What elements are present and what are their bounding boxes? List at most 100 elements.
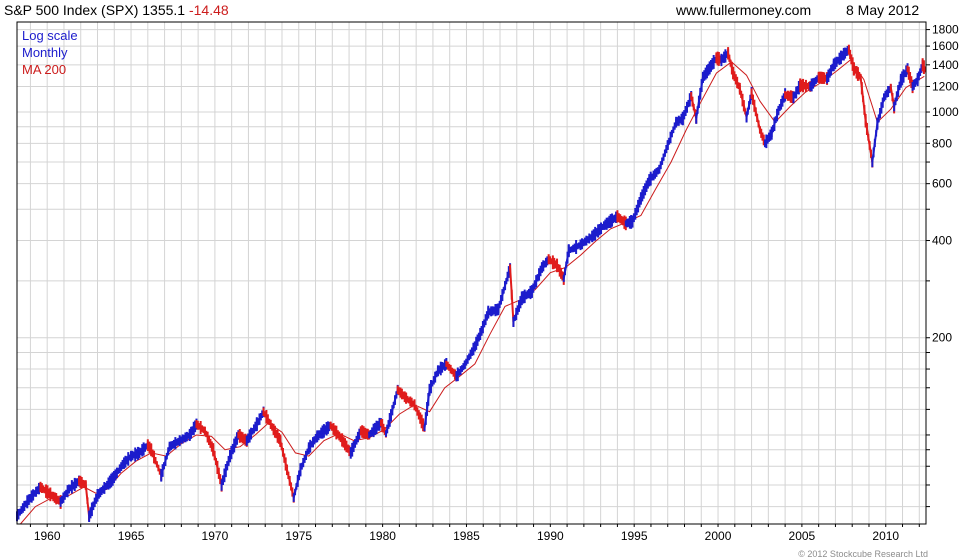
price-segment <box>317 433 321 437</box>
price-segment <box>866 128 870 138</box>
price-segment <box>411 401 414 405</box>
price-segment <box>201 427 205 431</box>
price-segment <box>215 461 219 468</box>
price-segment <box>405 397 409 401</box>
price-segment <box>919 68 923 73</box>
price-segment <box>305 451 309 456</box>
price-segment <box>907 73 912 78</box>
price-segment <box>140 449 143 453</box>
price-segment <box>458 369 462 373</box>
x-axis: 1960 1965 1970 1975 1980 1985 1990 1995 2000 2005… <box>29 524 920 543</box>
price-segment <box>661 156 665 162</box>
price-segment <box>468 353 472 358</box>
price-segment <box>574 246 577 249</box>
chart-date: 8 May 2012 <box>846 2 920 18</box>
price-segment <box>565 257 569 265</box>
price-segment <box>440 366 443 370</box>
price-segment <box>795 89 799 93</box>
price-segment <box>184 435 188 439</box>
price-segment <box>51 494 54 498</box>
website-link[interactable]: www.fullermoney.com <box>676 2 812 18</box>
price-segment <box>581 241 584 245</box>
price-segment <box>921 64 925 68</box>
price-segment <box>237 434 241 437</box>
x-tick-label: 1960 <box>34 529 61 543</box>
price-segment <box>876 118 880 124</box>
price-segment <box>17 511 21 515</box>
price-segment <box>323 429 326 432</box>
price-segment <box>375 425 379 429</box>
price-segment <box>622 220 626 223</box>
price-segment <box>513 313 518 319</box>
price-segment <box>240 436 244 439</box>
price-segment <box>75 481 79 485</box>
price-segment <box>676 119 680 123</box>
price-segment <box>489 310 492 313</box>
price-segment <box>233 441 237 446</box>
price-segment <box>341 439 345 443</box>
price-segment <box>154 460 158 465</box>
x-tick-label: 2000 <box>705 529 732 543</box>
price-segment <box>197 424 200 428</box>
price-segment <box>146 444 151 448</box>
price-segment <box>728 57 732 64</box>
price-segment <box>849 54 853 60</box>
price-segment <box>471 348 475 353</box>
price-segment <box>188 432 192 436</box>
price-segment <box>745 110 749 118</box>
price-segment <box>895 90 900 97</box>
price-segment <box>242 436 245 440</box>
price-segment <box>850 59 854 65</box>
price-segment <box>607 221 610 224</box>
price-segment <box>716 57 718 60</box>
x-tick-label: 1995 <box>621 529 648 543</box>
price-segment <box>387 419 391 425</box>
price-segment <box>41 487 44 490</box>
price-segment <box>880 102 884 109</box>
price-segment <box>54 496 57 500</box>
price-segment <box>686 103 690 108</box>
y-tick-label: 200 <box>932 331 952 345</box>
price-segment <box>644 185 648 190</box>
price-segment <box>587 237 590 241</box>
price-segment <box>606 221 609 225</box>
price-segment <box>309 443 313 447</box>
y-axis: 200 400 600 800 1000 1200 1400 1600 1800 <box>926 23 959 508</box>
price-segment <box>30 494 34 498</box>
price-segment <box>437 368 441 372</box>
plot-background <box>17 22 926 524</box>
price-segment <box>712 59 716 63</box>
price-segment <box>20 507 24 511</box>
price-segment <box>648 177 652 181</box>
y-tick-label: 1200 <box>932 79 959 93</box>
price-segment <box>310 441 314 445</box>
price-segment <box>723 55 727 58</box>
price-segment <box>130 454 133 458</box>
price-segment <box>250 430 254 435</box>
price-segment <box>231 445 236 450</box>
price-segment <box>247 435 251 439</box>
price-segment <box>564 264 568 272</box>
price-segment <box>596 230 599 234</box>
price-segment <box>497 304 501 310</box>
price-segment <box>560 272 564 277</box>
price-segment <box>161 465 165 471</box>
price-segment <box>681 114 686 119</box>
price-segment <box>853 68 856 72</box>
price-segment <box>268 421 272 425</box>
price-segment <box>365 432 369 436</box>
price-segment <box>114 472 118 476</box>
price-segment <box>635 205 640 211</box>
price-segment <box>195 423 199 427</box>
price-segment <box>409 400 413 404</box>
price-segment <box>71 484 74 488</box>
price-segment <box>549 259 552 263</box>
price-segment <box>706 69 710 73</box>
price-segment <box>356 433 361 438</box>
price-segment <box>438 367 442 371</box>
price-segment <box>401 393 405 397</box>
price-segment <box>111 476 115 480</box>
price-segment <box>532 284 536 289</box>
price-segment <box>720 57 724 61</box>
price-segment <box>522 295 526 299</box>
